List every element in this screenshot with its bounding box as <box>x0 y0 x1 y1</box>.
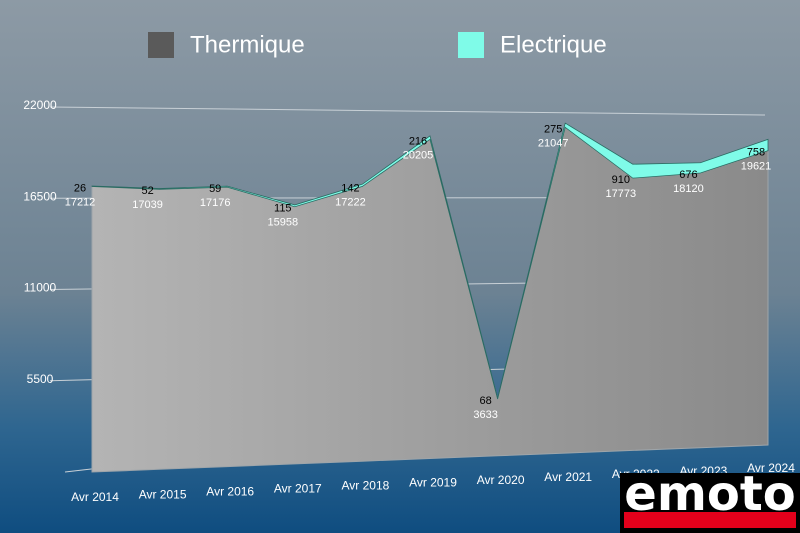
data-label: 676 <box>679 169 697 181</box>
y-tick-label: 16500 <box>23 189 57 203</box>
data-label: 17176 <box>200 197 231 209</box>
x-tick-label: Avr 2021 <box>544 470 592 484</box>
x-tick-label: Avr 2014 <box>71 490 119 504</box>
data-label: 142 <box>341 182 359 194</box>
legend-label: Thermique <box>190 31 305 58</box>
data-label: 18120 <box>673 183 704 195</box>
data-label: 21047 <box>538 137 569 149</box>
data-label: 19621 <box>741 161 772 173</box>
x-tick-label: Avr 2015 <box>139 487 187 501</box>
data-label: 17773 <box>606 188 637 200</box>
data-label: 115 <box>274 203 292 215</box>
area <box>91 122 769 400</box>
logo-text: emoto <box>624 466 795 522</box>
data-label: 17222 <box>335 196 366 208</box>
x-tick-label: Avr 2016 <box>206 484 254 498</box>
legend-swatch <box>458 32 484 58</box>
data-label: 216 <box>409 135 427 147</box>
data-label: 17212 <box>65 196 96 208</box>
x-tick-label: Avr 2020 <box>477 473 525 487</box>
data-label: 20205 <box>403 149 434 161</box>
y-tick-label: 5500 <box>27 372 54 386</box>
logo: emoto <box>620 466 800 533</box>
data-label: 15958 <box>268 217 299 229</box>
data-label: 275 <box>544 123 562 135</box>
data-label: 910 <box>612 174 630 186</box>
logo-stripe <box>624 512 796 528</box>
data-label: 26 <box>74 182 86 194</box>
data-label: 52 <box>141 185 153 197</box>
grid-line <box>49 106 766 116</box>
x-tick-label: Avr 2017 <box>274 481 322 495</box>
data-label: 3633 <box>473 409 497 421</box>
x-tick-label: Avr 2024 <box>747 461 795 475</box>
data-label: 758 <box>747 147 765 159</box>
y-tick-label: 22000 <box>23 98 57 112</box>
legend-label: Electrique <box>500 31 607 58</box>
x-tick-label: Avr 2018 <box>341 479 389 493</box>
y-tick-label: 11000 <box>24 281 57 295</box>
data-label: 17039 <box>132 199 163 211</box>
legend-swatch <box>148 32 174 58</box>
data-label: 68 <box>479 395 491 407</box>
x-tick-label: Avr 2019 <box>409 476 457 490</box>
data-label: 59 <box>209 183 221 195</box>
